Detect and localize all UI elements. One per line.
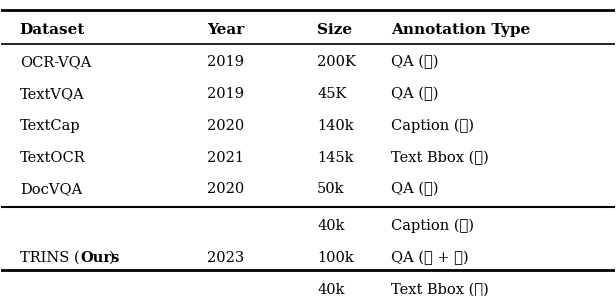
Text: 200K: 200K <box>317 55 356 69</box>
Text: 2020: 2020 <box>207 182 244 196</box>
Text: Text Bbox (👥): Text Bbox (👥) <box>391 150 488 165</box>
Text: 2021: 2021 <box>207 151 244 165</box>
Text: TextVQA: TextVQA <box>20 87 84 101</box>
Text: QA (👥): QA (👥) <box>391 87 439 101</box>
Text: DocVQA: DocVQA <box>20 182 82 196</box>
Text: 140k: 140k <box>317 119 354 133</box>
Text: Caption (👥): Caption (👥) <box>391 119 474 133</box>
Text: Year: Year <box>207 23 244 37</box>
Text: QA (🤖): QA (🤖) <box>391 55 439 69</box>
Text: 2023: 2023 <box>207 251 244 265</box>
Text: ): ) <box>108 251 115 265</box>
Text: 2019: 2019 <box>207 55 244 69</box>
Text: 100k: 100k <box>317 251 354 265</box>
Text: 50k: 50k <box>317 182 345 196</box>
Text: TextCap: TextCap <box>20 119 81 133</box>
Text: OCR-VQA: OCR-VQA <box>20 55 91 69</box>
Text: Size: Size <box>317 23 352 37</box>
Text: 2019: 2019 <box>207 87 244 101</box>
Text: Dataset: Dataset <box>20 23 85 37</box>
Text: 40k: 40k <box>317 219 345 233</box>
Text: 40k: 40k <box>317 283 345 296</box>
Text: QA (👥): QA (👥) <box>391 182 439 197</box>
Text: QA (🤖 + 👥): QA (🤖 + 👥) <box>391 251 468 265</box>
Text: Annotation Type: Annotation Type <box>391 23 530 37</box>
Text: 2020: 2020 <box>207 119 244 133</box>
Text: 45K: 45K <box>317 87 347 101</box>
Text: Caption (👥): Caption (👥) <box>391 219 474 233</box>
Text: 145k: 145k <box>317 151 354 165</box>
Text: Ours: Ours <box>80 251 120 265</box>
Text: Text Bbox (🤖): Text Bbox (🤖) <box>391 282 488 296</box>
Text: TRINS (: TRINS ( <box>20 251 79 265</box>
Text: TextOCR: TextOCR <box>20 151 86 165</box>
